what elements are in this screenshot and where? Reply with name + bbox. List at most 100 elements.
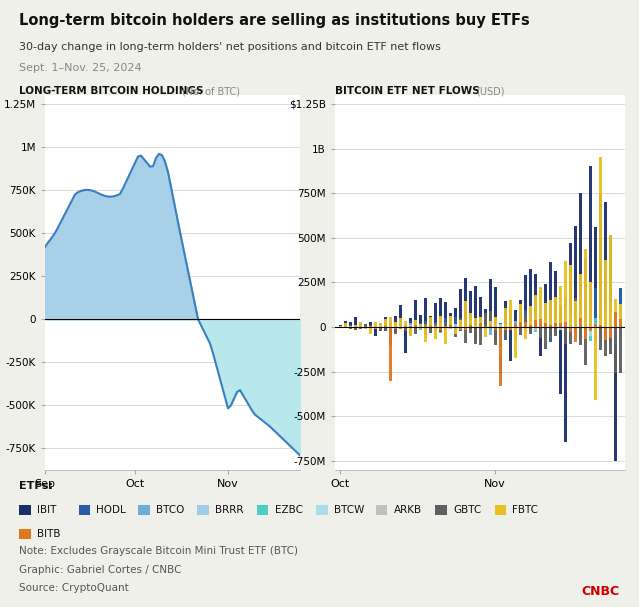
Bar [544, 284, 546, 327]
Bar [564, 297, 567, 327]
Text: ARKB: ARKB [394, 505, 422, 515]
Bar [484, 327, 486, 337]
Text: FBTC: FBTC [512, 505, 539, 515]
Bar [553, 297, 557, 327]
Bar [558, 306, 562, 327]
Bar [619, 319, 622, 327]
Bar [424, 327, 426, 342]
Bar [599, 194, 601, 327]
Bar [429, 327, 431, 333]
Bar [344, 324, 346, 327]
Bar [443, 327, 447, 328]
Bar [364, 326, 367, 327]
Bar [544, 327, 546, 329]
Bar [498, 327, 502, 356]
Bar [383, 326, 387, 327]
Bar [583, 288, 587, 327]
Bar [528, 327, 532, 329]
Text: BTCO: BTCO [156, 505, 184, 515]
Bar [594, 327, 596, 330]
Bar [479, 322, 482, 327]
Bar [348, 327, 351, 329]
Bar [498, 327, 502, 331]
Bar [413, 325, 417, 327]
Bar [504, 327, 507, 330]
Bar [468, 325, 472, 327]
Bar [454, 317, 456, 327]
Bar [493, 317, 497, 327]
Bar [504, 327, 507, 331]
Bar [424, 327, 426, 335]
Bar [594, 318, 596, 327]
Bar [564, 327, 567, 331]
Bar [484, 322, 486, 327]
Bar [518, 325, 521, 327]
Bar [578, 327, 581, 333]
Text: CNBC: CNBC [581, 585, 620, 598]
Bar [479, 297, 482, 327]
Bar [523, 310, 527, 327]
Bar [399, 305, 401, 327]
Bar [613, 327, 617, 330]
Bar [339, 326, 341, 327]
Bar [608, 302, 612, 327]
Bar [358, 326, 362, 327]
Bar [378, 324, 381, 327]
Bar [449, 327, 452, 328]
Bar [443, 326, 447, 327]
Bar [523, 327, 527, 339]
Bar [383, 327, 387, 331]
Bar [383, 327, 387, 328]
Bar [493, 327, 497, 330]
Bar [578, 327, 581, 337]
Bar [438, 322, 442, 327]
Bar [534, 311, 537, 327]
Bar [619, 324, 622, 327]
Bar [548, 262, 551, 327]
Bar [504, 327, 507, 337]
Bar [518, 305, 521, 327]
Bar [394, 327, 397, 331]
Bar [514, 321, 516, 327]
Bar [518, 325, 521, 327]
Bar [479, 321, 482, 327]
Bar [488, 326, 491, 327]
Bar [419, 324, 422, 327]
Bar [488, 327, 491, 330]
Bar [424, 326, 426, 327]
Bar [534, 327, 537, 332]
Bar [544, 321, 546, 327]
Bar [509, 327, 511, 330]
Bar [419, 327, 422, 328]
Bar [544, 327, 546, 348]
Bar [358, 323, 362, 327]
Bar [403, 327, 406, 353]
Bar [589, 324, 592, 327]
Bar [449, 325, 452, 327]
Bar [558, 322, 562, 327]
Bar [608, 327, 612, 344]
Bar [539, 319, 541, 327]
Bar [504, 327, 507, 340]
Bar [564, 327, 567, 442]
Bar [578, 319, 581, 327]
Bar [603, 327, 606, 341]
Bar [514, 324, 516, 327]
Text: (USD): (USD) [476, 86, 505, 96]
Bar [369, 326, 371, 327]
Bar [374, 322, 376, 327]
Bar [378, 327, 381, 331]
Bar [528, 325, 532, 327]
Bar [429, 317, 431, 327]
Bar [528, 324, 532, 327]
Bar [539, 287, 541, 327]
Bar [504, 325, 507, 327]
Bar [389, 326, 392, 327]
Bar [364, 327, 367, 328]
Bar [493, 327, 497, 333]
Bar [479, 317, 482, 327]
Bar [394, 322, 397, 327]
Bar [358, 325, 362, 327]
Bar [488, 320, 491, 327]
Bar [599, 157, 601, 327]
